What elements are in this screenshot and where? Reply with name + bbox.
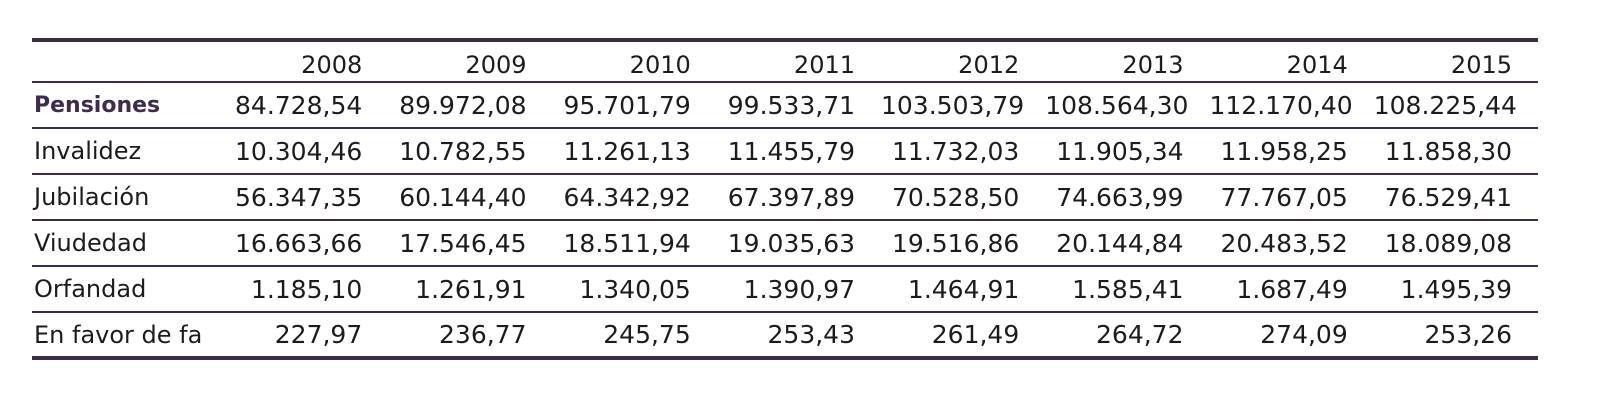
- header-cell-year: 2013: [1045, 38, 1210, 83]
- table-cell: 19.516,86: [881, 220, 1046, 267]
- header-cell-year: 2010: [552, 38, 717, 83]
- table-cell: 16.663,66: [224, 220, 389, 267]
- table-row-en-favor-de-familiares: En favor de fa 227,97 236,77 245,75 253,…: [32, 312, 1538, 360]
- row-label: Orfandad: [32, 266, 224, 313]
- table-header: 2008 2009 2010 2011 2012 2013 2014 2015: [32, 38, 1538, 83]
- table-cell: 19.035,63: [716, 220, 881, 267]
- table-cell: 11.858,30: [1373, 128, 1538, 175]
- table-cell: 103.503,79: [881, 82, 1046, 129]
- table-cell: 56.347,35: [224, 174, 389, 221]
- table-row-pensiones: Pensiones 84.728,54 89.972,08 95.701,79 …: [32, 82, 1538, 129]
- table-cell: 253,26: [1373, 312, 1538, 360]
- header-row: 2008 2009 2010 2011 2012 2013 2014 2015: [32, 38, 1538, 83]
- table-cell: 245,75: [552, 312, 717, 360]
- table-body: Pensiones 84.728,54 89.972,08 95.701,79 …: [32, 82, 1538, 360]
- header-cell-year: 2009: [388, 38, 553, 83]
- table-cell: 11.732,03: [881, 128, 1046, 175]
- table-cell: 1.340,05: [552, 266, 717, 313]
- row-label: Pensiones: [32, 82, 224, 129]
- table-cell: 67.397,89: [716, 174, 881, 221]
- table-cell: 17.546,45: [388, 220, 553, 267]
- table-cell: 261,49: [881, 312, 1046, 360]
- header-cell-year: 2008: [224, 38, 389, 83]
- table-cell: 1.185,10: [224, 266, 389, 313]
- row-label: Viudedad: [32, 220, 224, 267]
- row-label: En favor de fa: [32, 312, 224, 360]
- table-cell: 108.564,30: [1045, 82, 1210, 129]
- table-cell: 95.701,79: [552, 82, 717, 129]
- table-cell: 60.144,40: [388, 174, 553, 221]
- table-cell: 11.905,34: [1045, 128, 1210, 175]
- table-cell: 18.089,08: [1373, 220, 1538, 267]
- table-cell: 1.687,49: [1209, 266, 1374, 313]
- row-label: Invalidez: [32, 128, 224, 175]
- table-cell: 253,43: [716, 312, 881, 360]
- table-row-jubilacion: Jubilación 56.347,35 60.144,40 64.342,92…: [32, 174, 1538, 221]
- table-cell: 10.304,46: [224, 128, 389, 175]
- header-cell-year: 2012: [881, 38, 1046, 83]
- table-cell: 99.533,71: [716, 82, 881, 129]
- table-cell: 74.663,99: [1045, 174, 1210, 221]
- table-cell: 112.170,40: [1209, 82, 1374, 129]
- table-cell: 89.972,08: [388, 82, 553, 129]
- table-cell: 70.528,50: [881, 174, 1046, 221]
- table-cell: 1.464,91: [881, 266, 1046, 313]
- table-row-viudedad: Viudedad 16.663,66 17.546,45 18.511,94 1…: [32, 220, 1538, 267]
- table-cell: 84.728,54: [224, 82, 389, 129]
- table-cell: 227,97: [224, 312, 389, 360]
- header-cell-year: 2011: [716, 38, 881, 83]
- pension-table-container: 2008 2009 2010 2011 2012 2013 2014 2015 …: [32, 38, 1538, 360]
- table-cell: 64.342,92: [552, 174, 717, 221]
- table-cell: 77.767,05: [1209, 174, 1374, 221]
- table-cell: 11.455,79: [716, 128, 881, 175]
- table-cell: 18.511,94: [552, 220, 717, 267]
- table-cell: 274,09: [1209, 312, 1374, 360]
- table-row-invalidez: Invalidez 10.304,46 10.782,55 11.261,13 …: [32, 128, 1538, 175]
- table-cell: 10.782,55: [388, 128, 553, 175]
- table-cell: 11.261,13: [552, 128, 717, 175]
- table-cell: 76.529,41: [1373, 174, 1538, 221]
- row-label: Jubilación: [32, 174, 224, 221]
- table-cell: 1.495,39: [1373, 266, 1538, 313]
- header-cell-blank: [32, 38, 224, 83]
- pension-table: 2008 2009 2010 2011 2012 2013 2014 2015 …: [32, 38, 1538, 360]
- table-cell: 20.483,52: [1209, 220, 1374, 267]
- table-cell: 20.144,84: [1045, 220, 1210, 267]
- table-cell: 1.390,97: [716, 266, 881, 313]
- table-cell: 1.585,41: [1045, 266, 1210, 313]
- table-cell: 264,72: [1045, 312, 1210, 360]
- table-row-orfandad: Orfandad 1.185,10 1.261,91 1.340,05 1.39…: [32, 266, 1538, 313]
- table-cell: 108.225,44: [1373, 82, 1538, 129]
- header-cell-year: 2014: [1209, 38, 1374, 83]
- table-cell: 236,77: [388, 312, 553, 360]
- table-cell: 11.958,25: [1209, 128, 1374, 175]
- header-cell-year: 2015: [1373, 38, 1538, 83]
- table-cell: 1.261,91: [388, 266, 553, 313]
